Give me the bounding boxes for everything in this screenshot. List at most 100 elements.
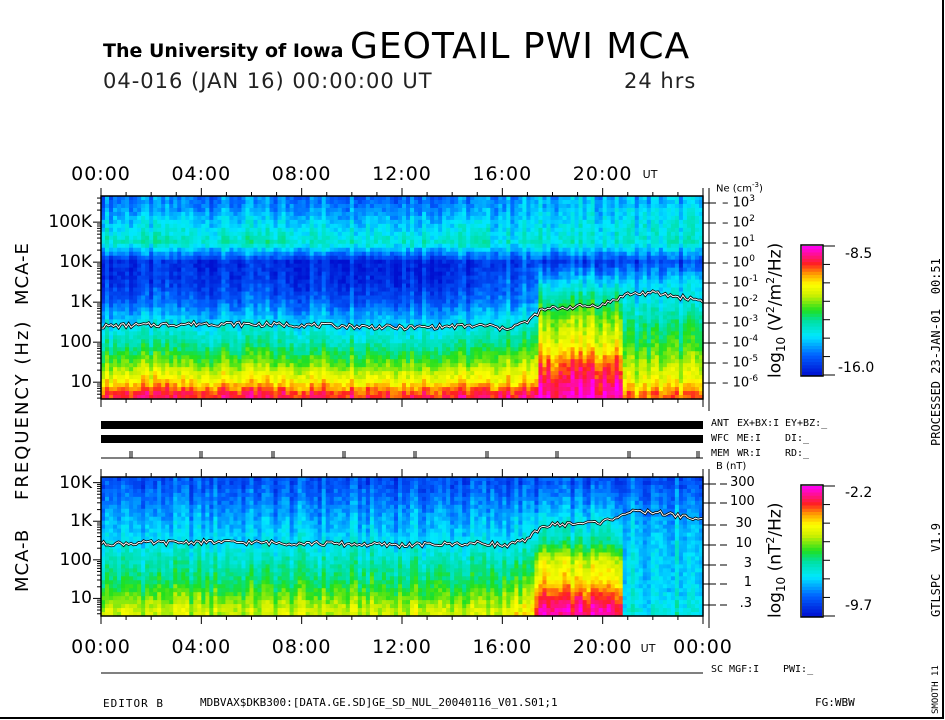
spectrogram-cell	[177, 395, 182, 400]
spectrogram-cell	[217, 363, 222, 368]
spectrogram-cell	[389, 315, 395, 320]
spectrogram-cell	[313, 367, 319, 372]
spectrogram-cell	[261, 351, 267, 356]
spectrogram-cell	[125, 347, 130, 352]
spectrogram-cell	[486, 259, 491, 265]
spectrogram-cell	[213, 363, 218, 368]
spectrogram-cell	[402, 251, 407, 257]
spectrogram-cell	[269, 291, 275, 297]
spectrogram-cell	[418, 231, 423, 237]
spectrogram-cell	[269, 247, 275, 253]
spectrogram-cell	[285, 303, 291, 309]
spectrogram-cell	[145, 199, 150, 205]
spectrogram-cell	[470, 323, 475, 328]
spectrogram-cell	[145, 243, 150, 249]
spectrogram-cell	[373, 223, 379, 229]
spectrogram-cell	[377, 279, 383, 285]
spectrogram-cell	[161, 287, 166, 293]
spectrogram-cell	[253, 255, 259, 261]
spectrogram-cell	[422, 363, 427, 368]
spectrogram-cell	[285, 395, 291, 400]
spectrogram-cell	[357, 196, 363, 201]
spectrogram-cell	[486, 339, 491, 344]
spectrogram-cell	[458, 351, 463, 356]
spectrogram-cell	[181, 359, 186, 364]
spectrogram-cell	[301, 395, 307, 400]
spectrogram-cell	[377, 387, 383, 392]
spectrogram-cell	[161, 199, 166, 205]
spectrogram-cell	[385, 387, 391, 392]
spectrogram-cell	[486, 199, 491, 205]
spectrogram-cell	[442, 351, 447, 356]
spectrogram-cell	[305, 251, 311, 257]
spectrogram-cell	[309, 247, 315, 253]
spectrogram-cell	[261, 343, 267, 348]
spectrogram-cell	[309, 231, 315, 237]
spectrogram-cell	[257, 243, 263, 249]
spectrogram-cell	[381, 367, 387, 372]
spectrogram-cell	[293, 391, 299, 396]
spectrogram-cell	[377, 375, 383, 380]
spectrogram-cell	[369, 391, 375, 396]
spectrogram-cell	[430, 315, 435, 320]
spectrogram-cell	[241, 331, 247, 336]
spectrogram-cell	[125, 271, 130, 277]
spectrogram-cell	[482, 315, 487, 320]
spectrogram-cell	[377, 335, 383, 340]
spectrogram-cell	[229, 283, 235, 289]
spectrogram-cell	[446, 315, 451, 320]
spectrogram-cell	[397, 303, 403, 309]
spectrogram-cell	[422, 207, 427, 213]
spectrogram-cell	[249, 335, 255, 340]
spectrogram-cell	[261, 363, 267, 368]
spectrogram-cell	[309, 223, 315, 229]
spectrogram-cell	[482, 355, 487, 360]
spectrogram-cell	[141, 287, 146, 293]
spectrogram-cell	[153, 263, 158, 269]
spectrogram-cell	[137, 315, 142, 320]
spectrogram-cell	[145, 379, 150, 384]
spectrogram-cell	[333, 227, 339, 233]
spectrogram-cell	[181, 303, 186, 309]
spectrogram-cell	[474, 295, 479, 301]
spectrogram-cell	[169, 207, 174, 213]
spectrogram-cell	[438, 283, 443, 289]
spectrogram-cell	[129, 283, 134, 289]
spectrogram-cell	[197, 295, 202, 301]
spectrogram-cell	[329, 335, 335, 340]
spectrogram-cell	[193, 247, 198, 253]
spectrogram-cell	[233, 255, 239, 261]
spectrogram-cell	[117, 339, 122, 344]
spectrogram-cell	[333, 351, 339, 356]
spectrogram-cell	[177, 295, 182, 301]
spectrogram-cell	[113, 211, 118, 217]
spectrogram-cell	[201, 295, 206, 301]
spectrogram-cell	[418, 299, 423, 305]
spectrogram-cell	[157, 379, 162, 384]
spectrogram-cell	[462, 267, 467, 273]
spectrogram-cell	[141, 367, 146, 372]
spectrogram-cell	[418, 355, 423, 360]
spectrogram-cell	[414, 379, 419, 384]
spectrogram-cell	[381, 299, 387, 305]
spectrogram-cell	[145, 263, 150, 269]
spectrogram-cell	[466, 299, 471, 305]
spectrogram-cell	[281, 355, 287, 360]
spectrogram-cell	[365, 363, 371, 368]
spectrogram-cell	[261, 339, 267, 344]
spectrogram-cell	[474, 303, 479, 309]
spectrogram-cell	[221, 279, 227, 285]
spectrogram-cell	[117, 243, 122, 249]
spectrogram-cell	[422, 255, 427, 261]
spectrogram-cell	[221, 359, 227, 364]
spectrogram-cell	[105, 291, 110, 297]
spectrogram-cell	[446, 279, 451, 285]
spectrogram-cell	[205, 199, 210, 205]
spectrogram-cell	[241, 211, 247, 217]
spectrogram-cell	[309, 239, 315, 245]
spectrogram-cell	[474, 267, 479, 273]
spectrogram-cell	[153, 371, 158, 376]
spectrogram-cell	[289, 303, 295, 309]
spectrogram-cell	[245, 219, 251, 225]
spectrogram-cell	[157, 243, 162, 249]
